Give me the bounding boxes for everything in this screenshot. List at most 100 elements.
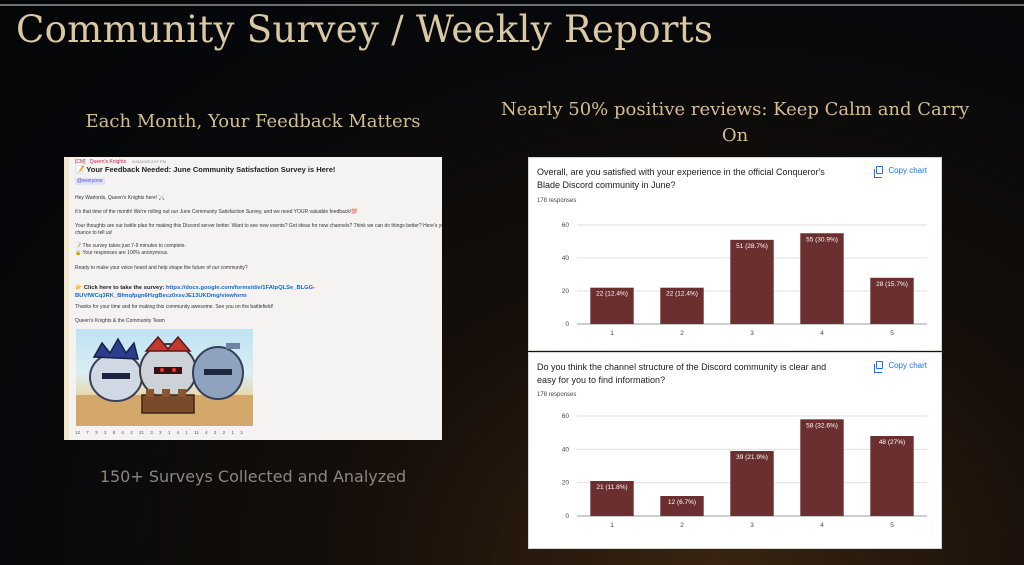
survey-link-continued[interactable]: BUVfWCq3RK_Bfmqfpgn6HzgBecz0xsvJE13UKDmg… [75, 293, 247, 299]
bar [870, 436, 914, 516]
surveys-caption: 150+ Surveys Collected and Analyzed [99, 467, 407, 486]
chart-question: Overall, are you satisfied with your exp… [537, 167, 825, 190]
reaction[interactable]: 12 [75, 430, 81, 435]
chart-card-channel-structure: Do you think the channel structure of th… [528, 352, 942, 549]
x-tick-label: 1 [610, 522, 614, 529]
survey-link-line: 👉 Click here to take the survey: https:/… [75, 285, 435, 292]
reaction[interactable]: 1 [231, 430, 234, 435]
chart-question: Do you think the channel structure of th… [537, 362, 827, 385]
bar [800, 419, 844, 516]
discord-post-screenshot: [CM] Queen's Knights 6/26/2025 2:07 PM 📝 Y… [64, 157, 442, 440]
bar-data-label: 39 (21.9%) [736, 454, 768, 461]
post-line: Your thoughts are our battle plan for ma… [75, 223, 442, 229]
copy-chart-label: Copy chart [888, 361, 927, 370]
survey-link-label: 👉 Click here to take the survey: [75, 285, 165, 291]
reaction[interactable]: 3 [95, 430, 98, 435]
left-heading: Each Month, Your Feedback Matters [85, 111, 421, 132]
bar-data-label: 51 (28.7%) [736, 243, 768, 250]
bar-data-label: 22 (12.4%) [666, 291, 698, 298]
copy-chart-label: Copy chart [888, 166, 927, 175]
bar [870, 277, 914, 324]
x-tick-label: 4 [820, 330, 824, 337]
post-line: It's that time of the month! We're rolli… [75, 209, 358, 215]
bar [800, 233, 844, 324]
copy-icon [874, 361, 884, 373]
reaction[interactable]: 3 [159, 430, 162, 435]
post-line: 🔒 Your responses are 100% anonymous. [75, 250, 169, 256]
response-count: 178 responses [537, 392, 577, 398]
survey-link[interactable]: https://docs.google.com/forms/d/e/1FAIpQ… [166, 285, 316, 291]
post-timestamp: 6/26/2025 2:07 PM [132, 159, 166, 164]
knights-artwork [76, 329, 253, 426]
reaction[interactable]: 11 [194, 430, 199, 435]
bar-data-label: 21 (11.8%) [596, 484, 627, 491]
reaction[interactable]: 2 [130, 430, 133, 435]
role-tag: [CM] [75, 159, 86, 165]
x-tick-label: 2 [680, 522, 684, 529]
reaction[interactable]: 2 [222, 430, 226, 435]
highlight-bar [64, 157, 69, 440]
y-tick-label: 60 [562, 413, 570, 420]
reaction[interactable]: 4 [121, 430, 124, 435]
reaction[interactable]: 21 [138, 430, 144, 435]
bar [730, 239, 774, 324]
y-tick-label: 0 [565, 513, 569, 520]
y-tick-label: 40 [562, 446, 570, 453]
knights-illustration [76, 335, 253, 426]
chart-card-satisfaction: Overall, are you satisfied with your exp… [528, 157, 942, 351]
reaction[interactable]: 2 [213, 430, 217, 435]
top-divider [0, 4, 1024, 6]
x-tick-label: 3 [750, 330, 754, 337]
bar [660, 287, 704, 324]
y-tick-label: 60 [562, 222, 570, 229]
post-line: chance to tell us! [75, 230, 113, 236]
signature-line: Queen's Knights & the Community Team [75, 318, 165, 324]
post-title: 📝 Your Feedback Needed: June Community S… [75, 165, 336, 174]
bar-data-label: 22 (12.4%) [596, 291, 628, 298]
bar [730, 451, 774, 516]
reaction[interactable]: 3 [150, 430, 153, 435]
bar [590, 481, 634, 516]
reaction[interactable]: 7 [86, 430, 89, 435]
bar-data-label: 48 (27%) [879, 439, 905, 446]
reaction[interactable]: 3 [103, 430, 107, 435]
thanks-line: Thanks for your time and for making this… [75, 304, 274, 310]
bar-chart-channel-structure: 0 20 40 60 21 (11.8%) 1 12 (6.7%) 2 39 (21.9%) 3 5… [562, 413, 927, 529]
post-line: Ready to make your voice heard and help … [75, 265, 248, 271]
reaction[interactable]: 3 [240, 430, 243, 435]
everyone-mention[interactable]: @everyone [75, 178, 105, 185]
copy-chart-button[interactable]: Copy chart [874, 166, 927, 178]
reaction[interactable]: 1 [167, 430, 171, 435]
author-name: Queen's Knights [89, 159, 127, 165]
y-tick-label: 0 [565, 321, 569, 328]
x-tick-label: 4 [820, 522, 824, 529]
reactions-row: 12 7 3 3 8 4 2 21 3 3 1 4 1 11 4 2 2 1 3 [75, 429, 441, 438]
reaction[interactable]: 8 [112, 430, 116, 435]
reaction[interactable]: 1 [185, 430, 188, 435]
post-header: [CM] Queen's Knights 6/26/2025 2:07 PM [75, 158, 166, 166]
copy-icon [874, 166, 884, 178]
bar [660, 496, 704, 516]
x-tick-label: 5 [890, 522, 894, 529]
post-line: 📝 The survey takes just 7-9 minutes to c… [75, 243, 186, 249]
y-tick-label: 20 [562, 480, 570, 487]
response-count: 178 responses [537, 198, 577, 204]
x-tick-label: 3 [750, 522, 754, 529]
bar-data-label: 58 (32.6%) [806, 422, 838, 429]
post-line: Hey Warlords, Queen's Knights here! ⚔️ [75, 195, 165, 201]
slide-title: Community Survey / Weekly Reports [16, 8, 714, 51]
bar-data-label: 55 (30.9%) [806, 236, 838, 243]
bar-chart-satisfaction: 0 20 40 60 22 (12.4%) 1 22 (12.4%) 2 51 (28.7%) 3… [562, 222, 927, 337]
bar-data-label: 28 (15.7%) [876, 281, 908, 288]
x-tick-label: 5 [890, 330, 894, 337]
y-tick-label: 20 [562, 288, 570, 295]
bar-data-label: 12 (6.7%) [668, 499, 696, 506]
x-tick-label: 1 [610, 330, 614, 337]
y-tick-label: 40 [562, 255, 570, 262]
bar [590, 287, 634, 324]
right-heading: Nearly 50% positive reviews: Keep Calm a… [500, 99, 970, 146]
x-tick-label: 2 [680, 330, 684, 337]
copy-chart-button[interactable]: Copy chart [874, 361, 927, 373]
reaction[interactable]: 4 [205, 430, 208, 435]
reaction[interactable]: 4 [176, 430, 180, 435]
